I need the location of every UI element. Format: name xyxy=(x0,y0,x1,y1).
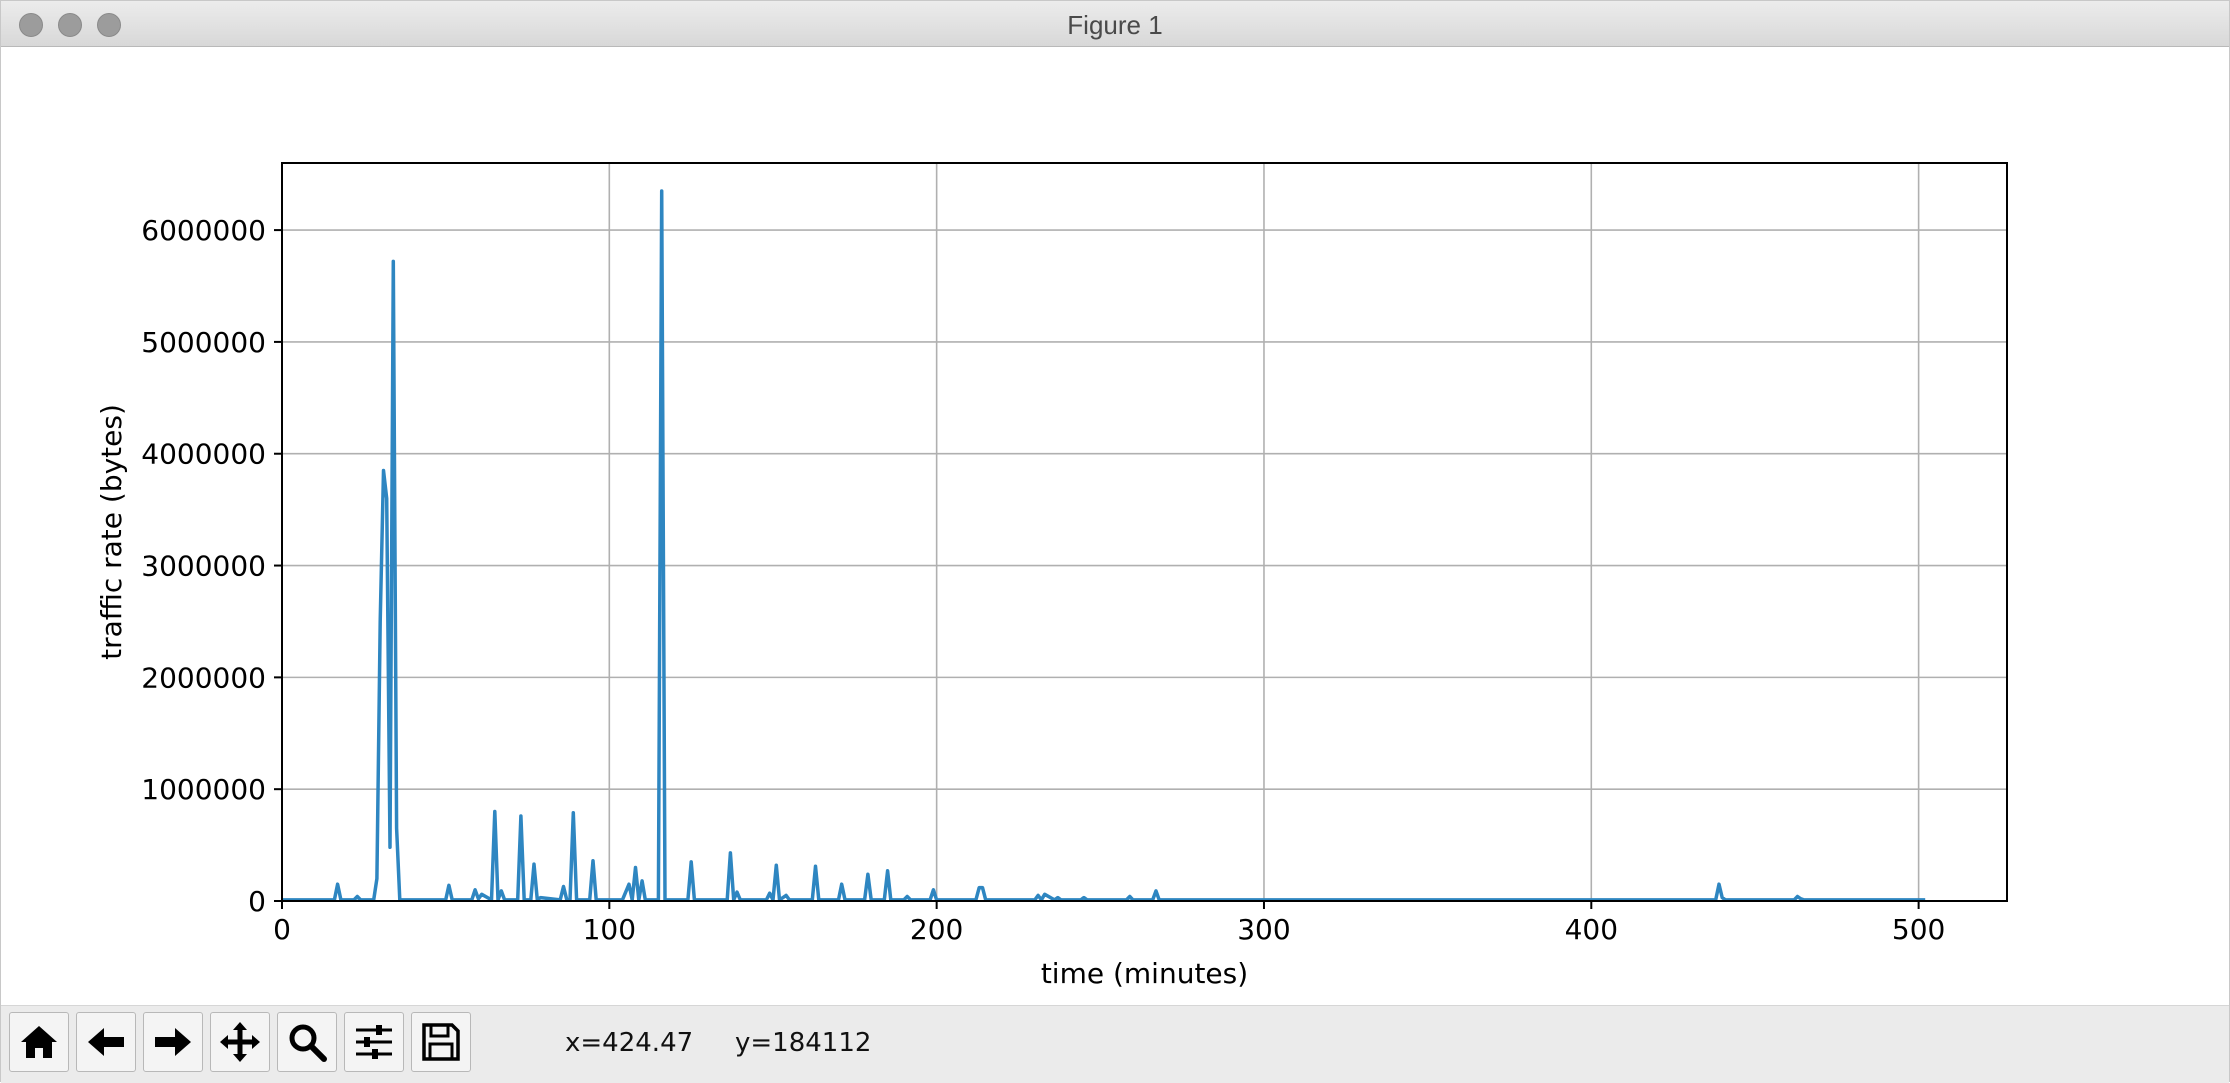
y-tick-label: 5000000 xyxy=(141,326,266,359)
save-button[interactable] xyxy=(411,1012,471,1072)
x-tick-label: 100 xyxy=(583,913,636,946)
minimize-window-button[interactable] xyxy=(58,13,82,37)
home-button[interactable] xyxy=(9,1012,69,1072)
save-icon xyxy=(422,1023,460,1061)
x-tick-label: 300 xyxy=(1237,913,1290,946)
x-tick-label: 500 xyxy=(1892,913,1945,946)
back-button[interactable] xyxy=(76,1012,136,1072)
arrow-left-icon xyxy=(88,1028,124,1056)
x-axis-ticks: 0 100 200 300 400 500 xyxy=(273,901,1945,946)
y-tick-label: 6000000 xyxy=(141,214,266,247)
search-icon xyxy=(289,1024,327,1062)
zoom-window-button[interactable] xyxy=(97,13,121,37)
y-tick-label: 2000000 xyxy=(141,661,266,694)
axes-frame xyxy=(281,162,2008,902)
window-title: Figure 1 xyxy=(1067,10,1163,40)
series-layer xyxy=(282,189,1926,902)
x-coordinate-readout: x=424.47 xyxy=(565,1028,694,1058)
navigation-toolbar: x=424.47 y=184112 xyxy=(1,1005,2229,1083)
close-window-button[interactable] xyxy=(19,13,43,37)
y-tick-label: 1000000 xyxy=(141,773,266,806)
arrow-right-icon xyxy=(155,1028,191,1056)
y-axis-ticks: 0 1000000 2000000 3000000 4000000 5000000 6000… xyxy=(141,214,282,918)
x-tick-label: 400 xyxy=(1565,913,1618,946)
x-axis-label: time (minutes) xyxy=(1041,957,1248,990)
x-tick-label: 0 xyxy=(273,913,291,946)
y-tick-label: 3000000 xyxy=(141,550,266,583)
home-icon xyxy=(21,1026,57,1058)
line-chart[interactable]: 0 100 200 300 400 500 0 1000000 2000000 3000000 4… xyxy=(1,47,2230,1005)
x-tick-label: 200 xyxy=(910,913,963,946)
grid xyxy=(281,163,2007,902)
move-icon xyxy=(220,1022,260,1062)
y-tick-label: 0 xyxy=(248,885,266,918)
configure-subplots-button[interactable] xyxy=(344,1012,404,1072)
forward-button[interactable] xyxy=(143,1012,203,1072)
y-coordinate-readout: y=184112 xyxy=(735,1028,872,1058)
sliders-icon xyxy=(356,1025,392,1059)
zoom-button[interactable] xyxy=(277,1012,337,1072)
series-line xyxy=(282,189,1926,902)
title-bar: Figure 1 xyxy=(1,1,2229,47)
y-axis-label: traffic rate (bytes) xyxy=(95,404,128,660)
pan-button[interactable] xyxy=(210,1012,270,1072)
y-tick-label: 4000000 xyxy=(141,438,266,471)
